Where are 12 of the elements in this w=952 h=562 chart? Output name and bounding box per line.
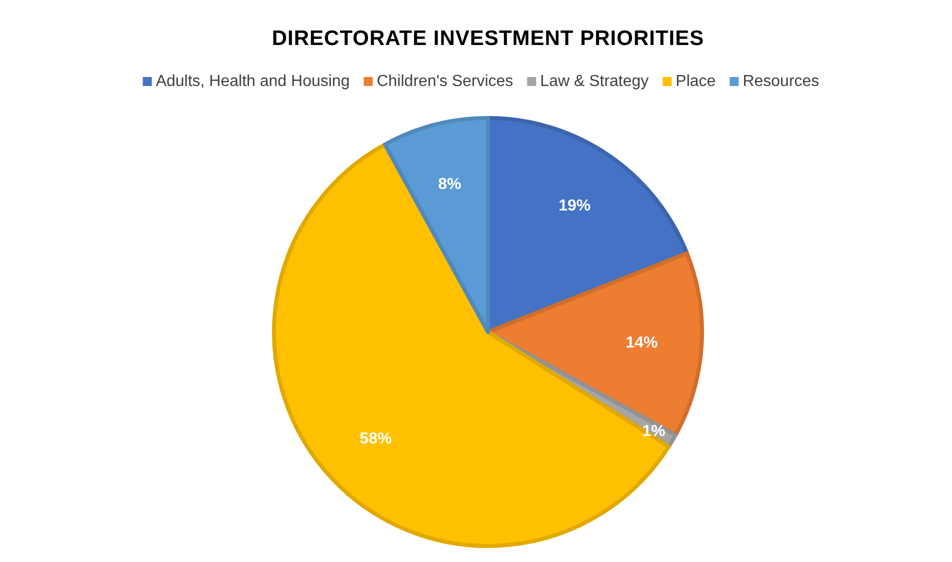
data-label: 58% <box>360 430 392 448</box>
chart-title: DIRECTORATE INVESTMENT PRIORITIES <box>272 27 704 50</box>
data-label: 19% <box>558 198 591 215</box>
pie-slice <box>272 142 671 548</box>
legend-label: Resources <box>742 73 820 90</box>
legend-label: Place <box>676 73 716 90</box>
legend-label: Adults, Health and Housing <box>156 73 350 90</box>
data-label: 14% <box>626 334 658 352</box>
pie-slice <box>382 116 490 334</box>
data-label: 8% <box>438 176 462 193</box>
legend-label: Children's Services <box>376 73 514 90</box>
legend-label: Law & Strategy <box>540 73 649 90</box>
